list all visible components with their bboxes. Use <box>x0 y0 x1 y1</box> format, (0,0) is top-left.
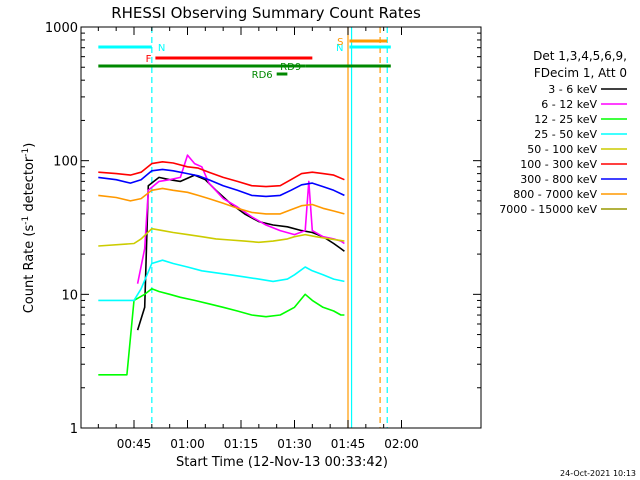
series-line-5 <box>98 161 345 188</box>
y-axis-label-mid: detector <box>22 156 37 216</box>
y-tick-label-3: 1000 <box>45 21 78 36</box>
x-tick-label-5: 02:00 <box>384 437 419 451</box>
y-tick-label-1: 10 <box>61 288 78 303</box>
x-tick-label-2: 01:15 <box>224 437 259 451</box>
series-line-7 <box>98 187 345 215</box>
legend-label-5: 100 - 300 keV <box>520 158 597 171</box>
series-line-0 <box>136 174 345 331</box>
x-tick-label-4: 01:45 <box>331 437 366 451</box>
flag-label-0: N <box>158 43 165 54</box>
series-line-6 <box>98 168 345 198</box>
y-axis-label-sup1: -1 <box>21 216 31 225</box>
y-axis-label: Count Rate (s-1 detector-1) <box>21 143 37 314</box>
x-tick-label-3: 01:30 <box>277 437 312 451</box>
x-tick-label-1: 01:00 <box>170 437 205 451</box>
legend-label-8: 7000 - 15000 keV <box>499 203 597 216</box>
y-tick-label-2: 100 <box>53 155 78 170</box>
x-tick-label-0: 00:45 <box>117 437 152 451</box>
legend-label-1: 6 - 12 keV <box>541 98 597 111</box>
y-axis-label-sup2: -1 <box>21 148 31 157</box>
legend-label-4: 50 - 100 keV <box>527 143 597 156</box>
series-line-2 <box>98 287 345 376</box>
y-tick-label-0: 1 <box>70 422 78 437</box>
flag-label-3: F <box>146 54 152 65</box>
chart-title: RHESSI Observing Summary Count Rates <box>111 4 421 22</box>
x-axis-label: Start Time (12-Nov-13 00:33:42) <box>176 455 388 470</box>
y-axis-label-main: Count Rate (s <box>22 225 37 314</box>
y-axis-label-end: ) <box>22 143 37 148</box>
legend-label-6: 300 - 800 keV <box>520 173 597 186</box>
series-line-1 <box>136 154 345 284</box>
legend-label-2: 12 - 25 keV <box>534 113 597 126</box>
plot-frame <box>80 26 482 429</box>
flag-label-2: S <box>337 37 343 48</box>
legend-label-7: 800 - 7000 keV <box>513 188 597 201</box>
series-line-3 <box>98 259 345 302</box>
legend-label-3: 25 - 50 keV <box>534 128 597 141</box>
flag-label-6: RD6 <box>252 70 273 81</box>
flag-label-1: N <box>336 43 343 54</box>
legend-header-line-1: Det 1,3,4,5,6,9, <box>533 49 627 63</box>
legend-header-line-2: FDecim 1, Att 0 <box>534 66 627 80</box>
timestamp: 24-Oct-2021 10:13 <box>560 469 636 478</box>
series-line-4 <box>98 227 345 247</box>
legend-label-0: 3 - 6 keV <box>548 83 597 96</box>
